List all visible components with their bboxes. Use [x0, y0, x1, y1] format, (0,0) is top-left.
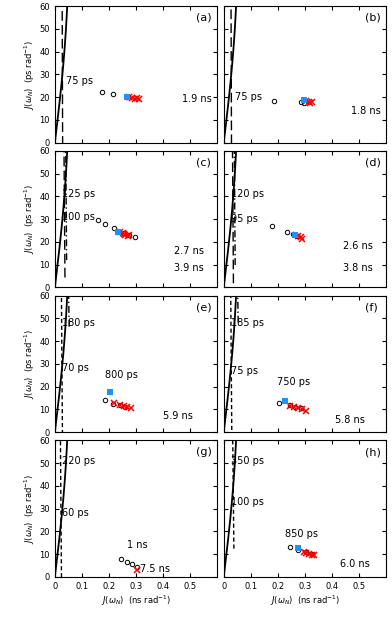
Text: 350 ps: 350 ps [230, 456, 263, 466]
Text: 750 ps: 750 ps [276, 377, 310, 387]
Text: (c): (c) [196, 158, 211, 168]
Text: (g): (g) [196, 447, 212, 457]
Text: (a): (a) [196, 13, 212, 23]
Text: 75 ps: 75 ps [234, 92, 261, 102]
Text: 180 ps: 180 ps [62, 318, 94, 328]
Text: 75 ps: 75 ps [230, 366, 258, 376]
Text: (f): (f) [365, 302, 378, 312]
Text: 220 ps: 220 ps [62, 456, 95, 466]
X-axis label: $J(\omega_N)$  (ns rad$^{-1}$): $J(\omega_N)$ (ns rad$^{-1}$) [270, 594, 340, 608]
Text: 60 ps: 60 ps [62, 508, 88, 518]
Text: 120 ps: 120 ps [230, 189, 263, 199]
Text: (d): (d) [365, 158, 381, 168]
Y-axis label: $J(\omega_N)$  (ps rad$^{-1}$): $J(\omega_N)$ (ps rad$^{-1}$) [22, 39, 36, 110]
Text: 185 ps: 185 ps [230, 318, 263, 328]
Text: 6.0 ns: 6.0 ns [340, 560, 370, 569]
Text: 75 ps: 75 ps [66, 77, 93, 86]
Text: 850 ps: 850 ps [285, 529, 318, 539]
Text: 2.6 ns: 2.6 ns [343, 241, 373, 252]
Text: 2.7 ns: 2.7 ns [174, 246, 204, 256]
Text: (e): (e) [196, 302, 212, 312]
Text: 1.9 ns: 1.9 ns [182, 94, 212, 104]
Y-axis label: $J(\omega_N)$  (ps rad$^{-1}$): $J(\omega_N)$ (ps rad$^{-1}$) [22, 329, 36, 399]
Text: 1 ns: 1 ns [127, 540, 147, 550]
Y-axis label: $J(\omega_N)$  (ps rad$^{-1}$): $J(\omega_N)$ (ps rad$^{-1}$) [22, 473, 36, 544]
Text: 125 ps: 125 ps [62, 189, 95, 199]
Text: 3.9 ns: 3.9 ns [174, 263, 204, 273]
Text: 70 ps: 70 ps [62, 363, 89, 373]
Text: 100 ps: 100 ps [62, 212, 94, 222]
Text: 7.5 ns: 7.5 ns [140, 564, 170, 574]
Text: 3.8 ns: 3.8 ns [343, 263, 372, 273]
Text: (b): (b) [365, 13, 381, 23]
Y-axis label: $J(\omega_N)$  (ps rad$^{-1}$): $J(\omega_N)$ (ps rad$^{-1}$) [22, 184, 36, 254]
Text: (h): (h) [365, 447, 381, 457]
Text: 1.8 ns: 1.8 ns [351, 106, 381, 116]
Text: 100 ps: 100 ps [230, 497, 263, 507]
Text: 95 ps: 95 ps [230, 214, 258, 224]
X-axis label: $J(\omega_N)$  (ns rad$^{-1}$): $J(\omega_N)$ (ns rad$^{-1}$) [101, 594, 171, 608]
Text: 800 ps: 800 ps [105, 370, 138, 380]
Text: 5.9 ns: 5.9 ns [163, 412, 193, 421]
Text: 5.8 ns: 5.8 ns [335, 415, 365, 424]
